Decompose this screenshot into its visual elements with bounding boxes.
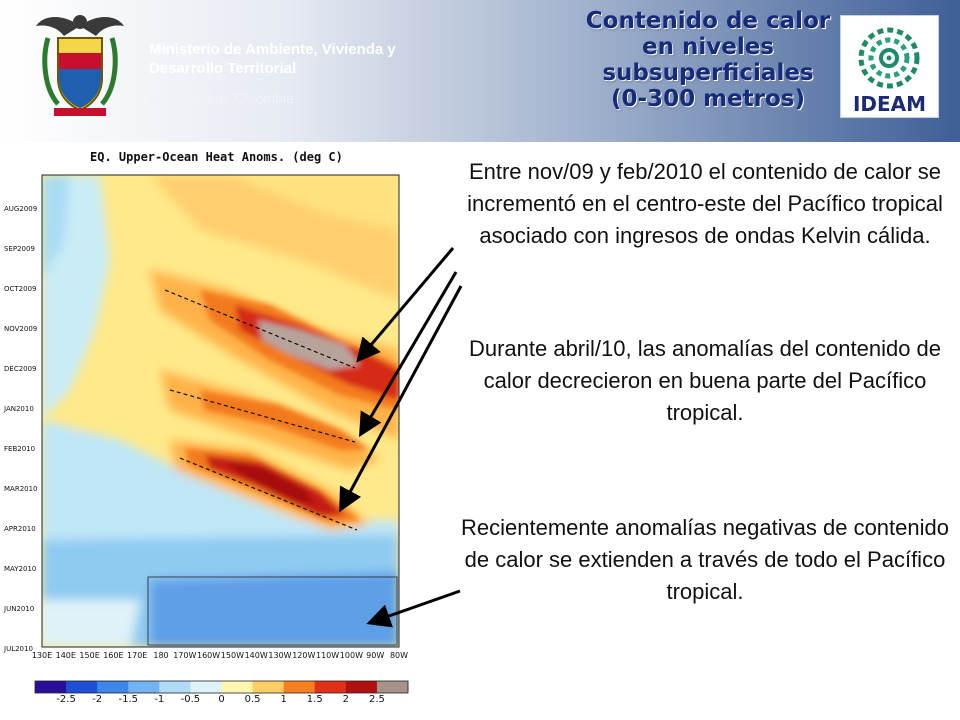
x-tick-label: 180 (153, 651, 169, 660)
y-tick-label: FEB2010 (4, 445, 36, 453)
colorbar-swatch (314, 681, 347, 693)
y-tick-label: JUN2010 (4, 605, 35, 613)
y-tick-label: JAN2010 (4, 405, 34, 413)
x-tick-label: 130E (31, 651, 53, 660)
x-tick-label: 160W (197, 651, 221, 660)
colorbar-swatch (283, 681, 316, 693)
colorbar-label: -1.5 (118, 694, 138, 705)
x-tick-label: 140E (55, 651, 76, 660)
coat-of-arms-icon (36, 15, 124, 116)
annotation-arrow (356, 247, 455, 363)
kelvin-wave-line (164, 289, 356, 369)
paragraph-negative-anomalies: Recientemente anomalías negativas de con… (461, 515, 949, 604)
colorbar-swatch (190, 681, 222, 693)
republic-name: República de Colombia (149, 90, 294, 106)
annotation-arrow (358, 271, 458, 438)
colorbar-label: -0.5 (180, 694, 201, 705)
colorbar-frame (34, 680, 409, 694)
colorbar-label: -1 (154, 694, 165, 705)
paragraph-april-decrease: Durante abril/10, las anomalías del cont… (468, 336, 942, 425)
colorbar-swatch (376, 681, 409, 693)
colorbar-swatch (221, 681, 254, 693)
colorbar-swatch (345, 681, 378, 693)
y-tick-label: AUG2009 (4, 205, 38, 213)
header-banner: Ministerio de Ambiente, Vivienda y Desar… (0, 0, 960, 142)
colorbar-swatch (35, 681, 67, 693)
x-tick-label: 100W (339, 651, 363, 660)
slide-title: Contenido de calor en niveles subsuperfi… (548, 8, 868, 112)
title-line: Contenido de calor (585, 8, 831, 34)
x-tick-label: 170E (127, 651, 148, 660)
x-tick-label: 150W (220, 651, 244, 660)
y-tick-label: MAR2010 (4, 485, 38, 493)
colorbar-swatch (128, 681, 160, 693)
y-tick-label: DEC2009 (4, 365, 37, 373)
ideam-logo: IDEAM (840, 15, 939, 118)
annotation-arrow (339, 285, 463, 513)
colorbar-label: -2.5 (56, 694, 76, 705)
ideam-swirl-icon (858, 27, 920, 89)
x-tick-label: 80W (389, 651, 409, 660)
ministry-name: Ministerio de Ambiente, Vivienda y Desar… (149, 40, 449, 78)
plot-frame (41, 174, 400, 648)
y-tick-label: SEP2009 (4, 245, 35, 253)
colorbar-label: -2 (92, 694, 103, 705)
highlight-box (147, 576, 398, 646)
kelvin-wave-line (179, 457, 358, 531)
ministry-line1: Ministerio de Ambiente, Vivienda y (149, 41, 396, 58)
logo-text: IDEAM (852, 92, 927, 116)
paragraph-kelvin-waves: Entre nov/09 y feb/2010 el contenido de … (467, 159, 943, 248)
y-tick-label: JUL2010 (4, 645, 33, 653)
ministry-line2: Desarrollo Territorial (149, 60, 297, 77)
colorbar-label: 0 (218, 694, 225, 705)
colorbar-swatch (97, 681, 129, 693)
y-tick-label: MAY2010 (4, 565, 37, 573)
x-tick-label: 110W (316, 651, 340, 660)
x-tick-label: 170W (173, 651, 197, 660)
colorbar-swatch (252, 681, 285, 693)
colorbar-swatch (159, 681, 191, 693)
title-line: subsuperficiales (602, 60, 814, 86)
annotation-arrow (366, 589, 461, 628)
title-line: (0-300 metros) (611, 86, 805, 112)
x-tick-label: 120W (292, 651, 316, 660)
x-tick-label: 150E (79, 651, 100, 660)
colorbar-label: 0.5 (244, 694, 261, 705)
colorbar-label: 1.5 (306, 694, 323, 705)
x-tick-label: 130W (268, 651, 292, 660)
y-tick-label: OCT2009 (4, 285, 37, 293)
colorbar-swatch (66, 681, 98, 693)
colorbar-label: 2.5 (368, 694, 385, 705)
colorbar (34, 680, 409, 694)
x-tick-label: 90W (366, 651, 385, 660)
heatmap-field (42, 175, 399, 647)
x-tick-label: 160E (103, 651, 124, 660)
y-tick-label: APR2010 (4, 525, 36, 533)
colorbar-label: 2 (342, 694, 350, 705)
x-tick-label: 140W (244, 651, 268, 660)
y-tick-label: NOV2009 (4, 325, 38, 333)
chart-title: EQ. Upper-Ocean Heat Anoms. (deg C) (90, 150, 343, 164)
title-line: en niveles (641, 34, 774, 60)
colorbar-label: 1 (280, 694, 287, 705)
